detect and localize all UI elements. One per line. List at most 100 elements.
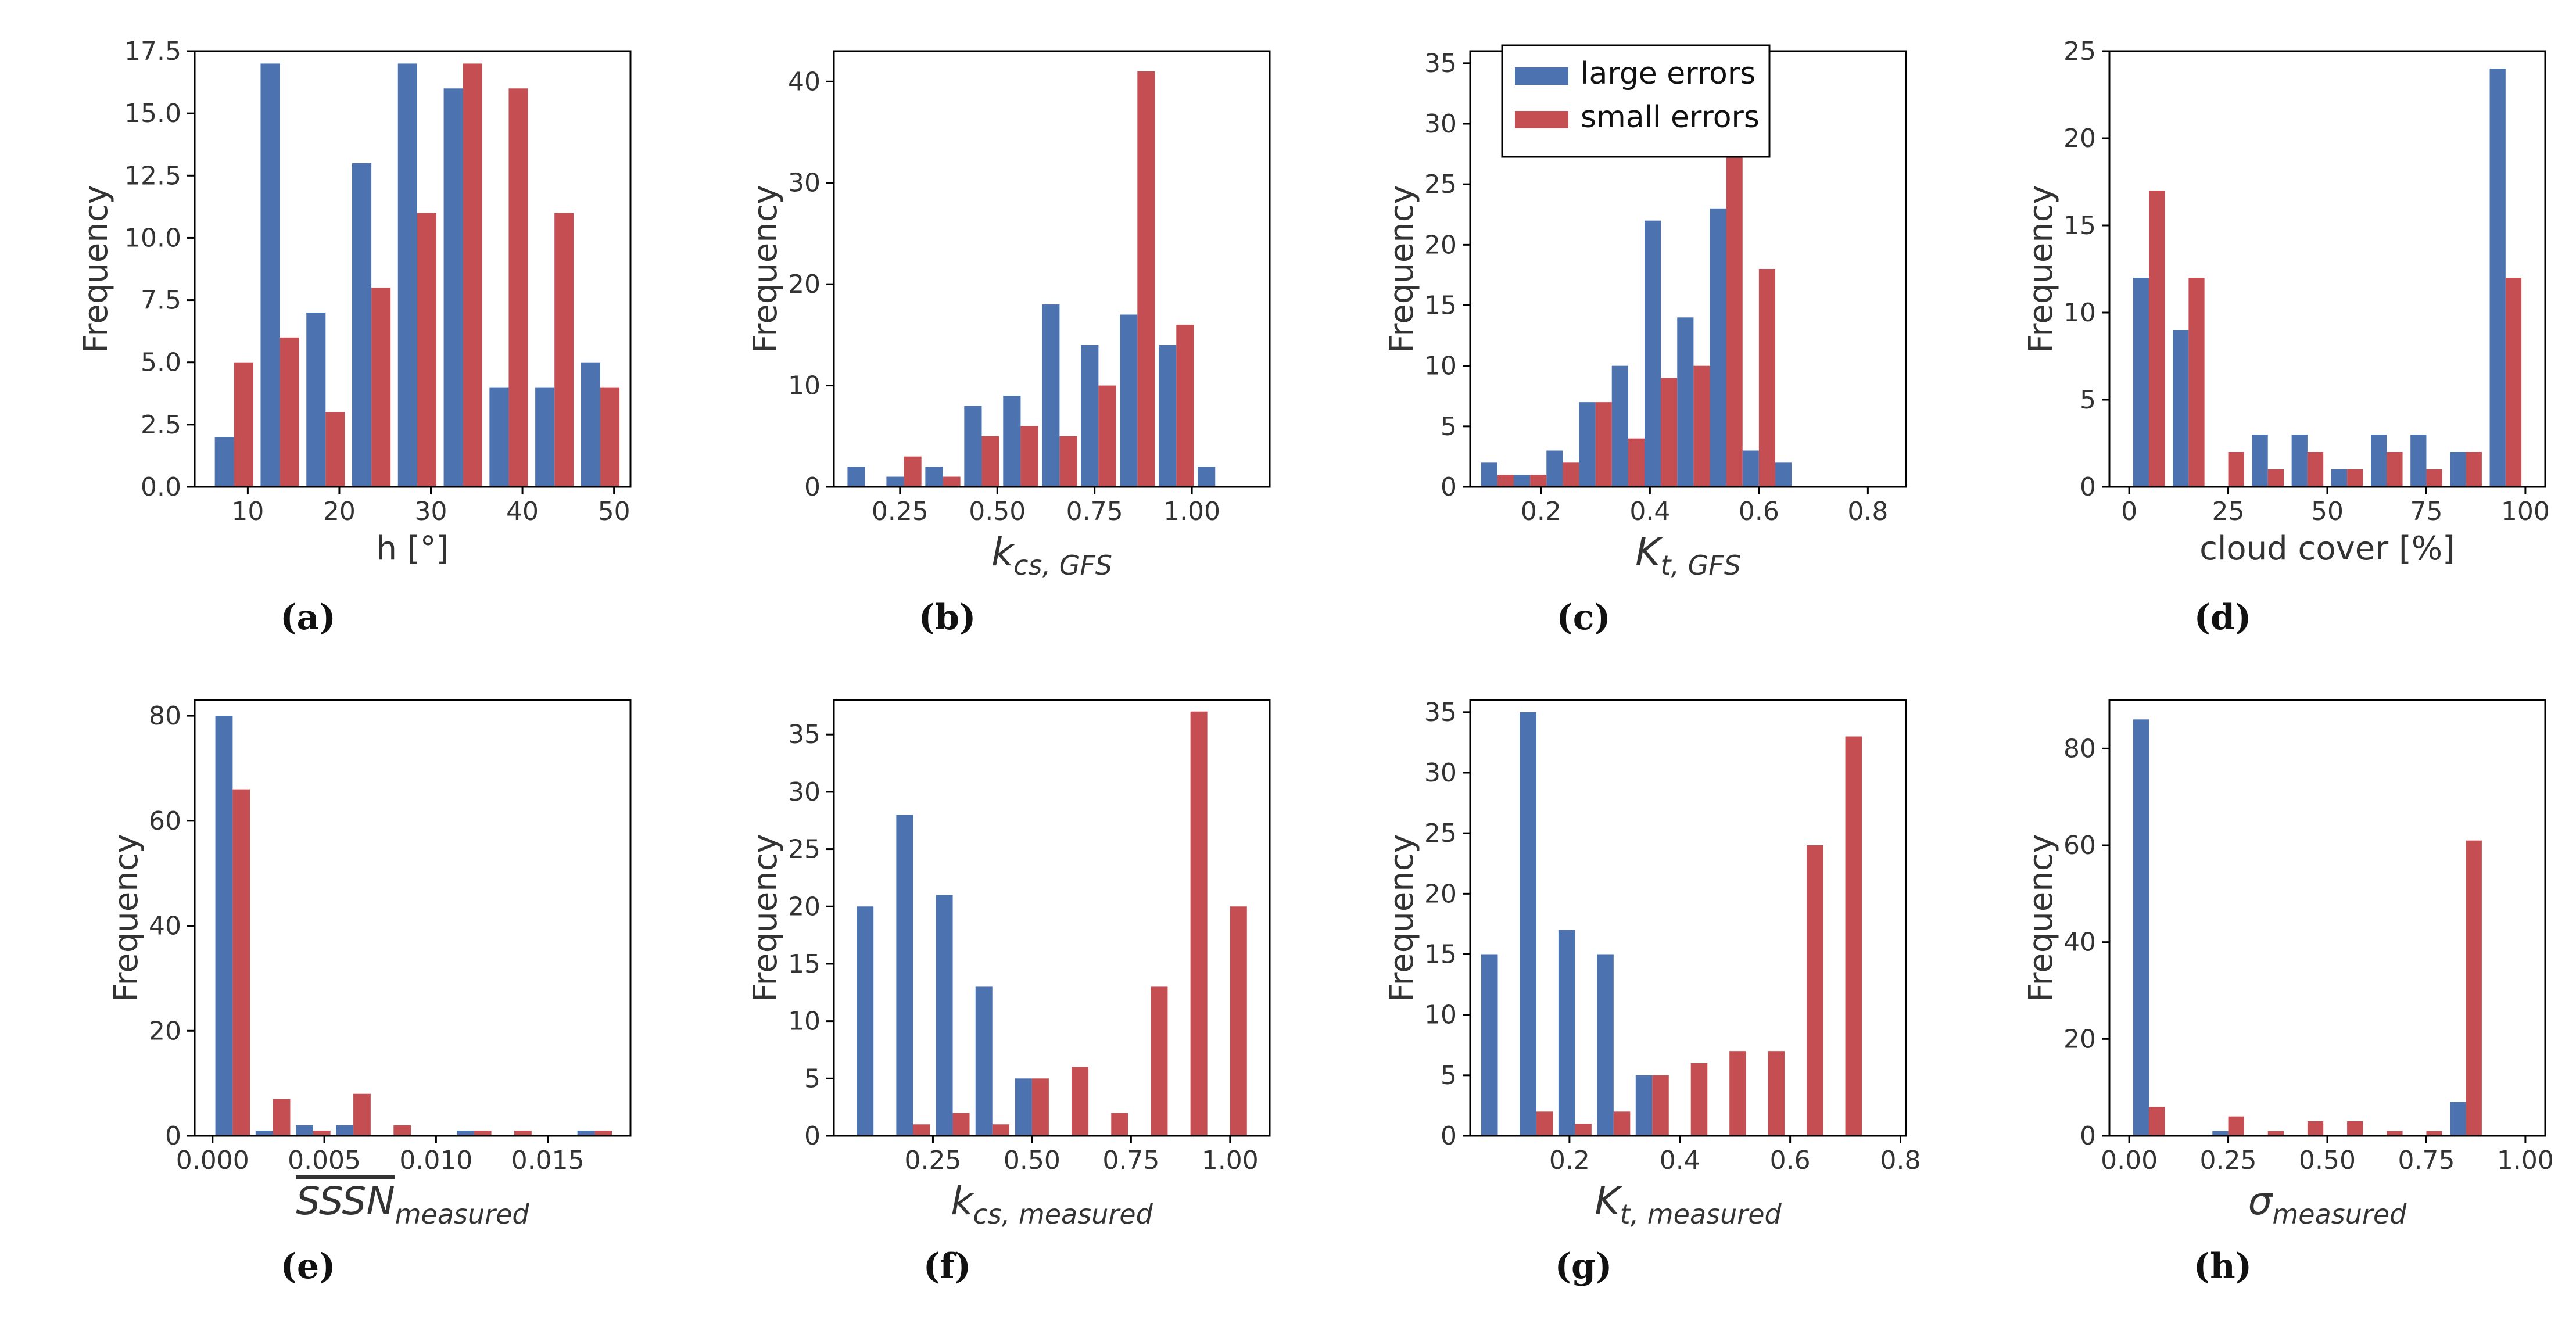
- y-tick-label: 40: [788, 67, 821, 96]
- bar-large-errors: [260, 63, 280, 487]
- y-tick-label: 2.5: [141, 410, 181, 440]
- bar-small-errors: [1807, 845, 1823, 1136]
- x-tick-label: 0.8: [1880, 1146, 1921, 1175]
- y-tick-label: 15.0: [124, 99, 181, 128]
- bar-small-errors: [2347, 1121, 2363, 1136]
- bar-small-errors: [371, 288, 391, 487]
- bar-large-errors: [1635, 1075, 1653, 1136]
- bar-small-errors: [393, 1125, 411, 1136]
- panel-letter: (a): [280, 597, 336, 638]
- bar-large-errors: [2212, 1131, 2229, 1136]
- x-tick-label: 40: [506, 497, 539, 526]
- y-tick-label: 35: [788, 720, 821, 749]
- bar-large-errors: [456, 1130, 474, 1136]
- x-axis-label: kcs, measured: [951, 1179, 1153, 1230]
- bar-small-errors: [952, 1113, 970, 1136]
- x-tick-label: 0.25: [2200, 1146, 2257, 1175]
- bar-large-errors: [2410, 435, 2427, 487]
- bar-large-errors: [2450, 452, 2466, 487]
- bar-small-errors: [1020, 426, 1038, 487]
- bar-small-errors: [1758, 269, 1775, 487]
- bar-large-errors: [2450, 1102, 2466, 1136]
- y-tick-label: 17.5: [124, 37, 181, 66]
- x-tick-label: 0.010: [399, 1146, 472, 1175]
- bar-small-errors: [2505, 278, 2522, 487]
- bar-small-errors: [1563, 462, 1579, 487]
- y-axis-label: Frequency: [108, 834, 145, 1002]
- bar-large-errors: [1003, 396, 1021, 487]
- bar-large-errors: [255, 1130, 273, 1136]
- bar-large-errors: [857, 906, 874, 1136]
- x-tick-label: 0.6: [1770, 1146, 1811, 1175]
- plot-frame: [194, 50, 632, 488]
- y-tick-label: 40: [2063, 928, 2096, 957]
- legend-swatch-large-errors: [1515, 67, 1568, 85]
- y-tick-label: 20: [149, 1016, 181, 1046]
- x-tick-label: 0.50: [2299, 1146, 2356, 1175]
- bar-small-errors: [2267, 469, 2284, 487]
- y-tick-label: 25: [788, 835, 821, 864]
- y-tick-label: 5: [2080, 385, 2096, 415]
- y-tick-label: 0: [1441, 472, 1457, 502]
- bar-small-errors: [1190, 711, 1208, 1136]
- x-tick-label: 0.50: [969, 497, 1026, 526]
- bar-large-errors: [847, 467, 865, 487]
- bar-small-errors: [417, 213, 436, 487]
- bar-small-errors: [1031, 1078, 1049, 1136]
- bar-large-errors: [352, 163, 372, 487]
- legend-frame: [1501, 44, 1771, 158]
- y-tick-label: 30: [788, 777, 821, 807]
- bar-small-errors: [2426, 469, 2442, 487]
- bar-large-errors: [964, 406, 982, 487]
- y-tick-label: 20: [2063, 1024, 2096, 1054]
- bar-small-errors: [325, 412, 345, 487]
- bar-small-errors: [508, 88, 528, 487]
- bar-large-errors: [1481, 462, 1497, 487]
- y-tick-label: 25: [2063, 37, 2096, 66]
- y-tick-label: 0: [804, 472, 821, 502]
- bar-small-errors: [1530, 475, 1547, 487]
- y-tick-label: 20: [788, 270, 821, 299]
- y-tick-label: 20: [788, 892, 821, 921]
- bar-small-errors: [353, 1093, 371, 1136]
- x-tick-label: 0.6: [1739, 497, 1779, 526]
- x-tick-label: 0.75: [2398, 1146, 2455, 1175]
- bar-small-errors: [313, 1130, 331, 1136]
- chart-panel: 0 25 50 75 100 0 5 10 15 20 25 Frequency cloud cover…: [2022, 37, 2550, 638]
- bar-small-errors: [1613, 1111, 1631, 1136]
- y-axis-label: Frequency: [2022, 185, 2060, 353]
- y-tick-label: 25: [1424, 819, 1457, 848]
- x-axis-label: SSSNmeasured: [296, 1179, 529, 1230]
- y-tick-label: 35: [1424, 49, 1457, 78]
- bar-small-errors: [2466, 840, 2482, 1136]
- bar-small-errors: [2307, 1121, 2324, 1136]
- bar-large-errors: [975, 986, 993, 1136]
- x-tick-label: 0.4: [1660, 1146, 1700, 1175]
- bar-large-errors: [581, 362, 601, 487]
- bar-small-errors: [1151, 986, 1168, 1136]
- y-tick-label: 30: [788, 168, 821, 198]
- bar-small-errors: [2149, 191, 2165, 487]
- bar-small-errors: [1652, 1075, 1669, 1136]
- bar-large-errors: [886, 476, 904, 487]
- y-tick-label: 5.0: [141, 348, 181, 378]
- y-tick-label: 0: [2080, 1121, 2096, 1151]
- x-tick-label: 75: [2410, 497, 2442, 526]
- y-tick-label: 25: [1424, 170, 1457, 199]
- plot-frame: [194, 699, 632, 1137]
- x-axis-label: σmeasured: [2248, 1179, 2407, 1230]
- bar-small-errors: [474, 1130, 492, 1136]
- bar-small-errors: [1176, 324, 1194, 487]
- bar-small-errors: [2188, 278, 2205, 487]
- x-tick-label: 0.75: [1102, 1146, 1159, 1175]
- bar-large-errors: [489, 387, 509, 487]
- bar-small-errors: [913, 1124, 930, 1136]
- panel-letter: (d): [2194, 597, 2252, 638]
- bar-large-errors: [1677, 317, 1694, 487]
- bar-small-errors: [1137, 71, 1155, 487]
- bar-small-errors: [2228, 452, 2244, 487]
- bar-large-errors: [896, 815, 913, 1136]
- y-tick-label: 5: [804, 1064, 821, 1093]
- bar-large-errors: [2173, 330, 2189, 487]
- x-tick-label: 0.4: [1629, 497, 1670, 526]
